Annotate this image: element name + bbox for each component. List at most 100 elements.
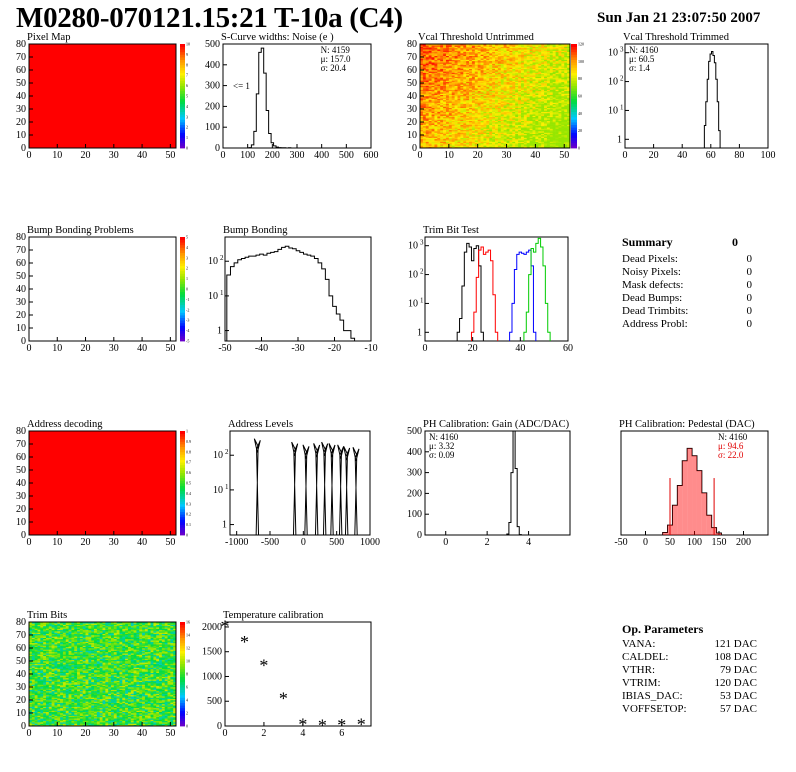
heatmap-cell <box>437 98 441 101</box>
heatmap-cell <box>466 136 470 138</box>
heatmap-cell <box>420 77 424 80</box>
heatmap-cell <box>457 62 461 64</box>
heatmap-cell <box>142 720 146 723</box>
heatmap-cell <box>448 111 453 114</box>
heatmap-cell <box>440 122 444 124</box>
heatmap-cell <box>495 129 499 132</box>
heatmap-cell <box>448 79 453 81</box>
heatmap-cell <box>437 57 441 59</box>
chart-title: Bump Bonding Problems <box>27 225 134 236</box>
heatmap-cell <box>153 720 157 723</box>
heatmap-cell <box>567 96 571 98</box>
heatmap-cell <box>497 124 502 127</box>
heatmap-cell <box>480 115 484 118</box>
heatmap-cell <box>431 99 435 102</box>
heatmap-cell <box>492 144 496 146</box>
heatmap-cell <box>451 115 455 118</box>
heatmap-cell <box>555 93 559 95</box>
heatmap-cell <box>500 118 504 120</box>
heatmap-cell <box>500 53 504 55</box>
heatmap-cell <box>549 142 553 145</box>
heatmap-cell <box>88 719 92 722</box>
heatmap-cell <box>567 122 571 124</box>
heatmap-cell <box>535 131 539 133</box>
colorbar-segment <box>571 127 577 131</box>
heatmap-cell <box>422 137 427 140</box>
heatmap-cell <box>546 105 551 107</box>
chart-title: Address decoding <box>27 419 103 430</box>
heatmap-cell <box>526 129 530 132</box>
heatmap-cell <box>555 54 559 56</box>
heatmap-cell <box>486 70 490 72</box>
heatmap-cell <box>448 141 453 144</box>
heatmap-cell <box>506 120 510 123</box>
heatmap-cell <box>451 98 455 101</box>
heatmap-cell <box>469 137 473 140</box>
heatmap-cell <box>483 85 487 88</box>
heatmap-cell <box>466 96 470 98</box>
colorbar-segment <box>180 101 185 105</box>
address-peak <box>302 444 310 536</box>
heatmap-cell <box>466 115 470 118</box>
heatmap-cell <box>558 90 562 93</box>
heatmap-cell <box>443 128 447 131</box>
heatmap-cell <box>437 135 441 137</box>
heatmap-cell <box>477 115 481 118</box>
y-tick-label: 20 <box>407 117 417 128</box>
heatmap-cell <box>437 115 441 118</box>
heatmap-cell <box>96 723 100 725</box>
heatmap-cell <box>457 60 461 63</box>
heatmap-cell <box>497 58 502 60</box>
heatmap-cell <box>546 71 551 73</box>
heatmap-cell <box>440 116 444 119</box>
heatmap-cell <box>535 88 539 90</box>
heatmap-cell <box>460 110 464 112</box>
heatmap-cell <box>434 105 438 107</box>
heatmap-cell <box>460 125 464 128</box>
heatmap-cell <box>463 92 467 94</box>
y-tick-label: 70 <box>16 439 26 450</box>
heatmap-cell <box>45 719 50 722</box>
heatmap-cell <box>526 47 530 50</box>
heatmap-cell <box>443 70 447 72</box>
heatmap-cell <box>520 80 525 82</box>
heatmap-cell <box>561 75 565 77</box>
heatmap-cell <box>538 90 542 93</box>
heatmap-cell <box>541 110 545 112</box>
heatmap-cell <box>555 109 559 111</box>
heatmap-cell <box>454 49 458 51</box>
heatmap-cell <box>480 133 484 136</box>
heatmap-cell <box>544 58 548 60</box>
heatmap-cell <box>549 83 553 85</box>
heatmap-cell <box>486 58 490 60</box>
heatmap-cell <box>564 77 568 80</box>
colorbar-segment <box>180 127 185 131</box>
heatmap-cell <box>422 110 427 112</box>
heatmap-cell <box>535 140 539 142</box>
heatmap-cell <box>561 102 565 105</box>
colorbar-segment <box>180 527 185 531</box>
heatmap-cell <box>558 73 562 76</box>
heatmap-cell <box>448 110 453 112</box>
heatmap-cell <box>440 144 444 146</box>
heatmap-cell <box>535 136 539 138</box>
heatmap-cell <box>480 68 484 71</box>
stat-line: μ: 60.5 <box>629 54 655 64</box>
heatmap-cell <box>483 135 487 137</box>
heatmap-cell <box>428 83 432 85</box>
heatmap-cell <box>431 140 435 142</box>
heatmap-cell <box>431 107 435 110</box>
heatmap-cell <box>515 116 519 119</box>
heatmap-cell <box>529 57 533 59</box>
heatmap-cell <box>518 98 522 101</box>
heatmap-cell <box>445 131 450 133</box>
heatmap-cell <box>532 136 536 138</box>
pedestal-bar <box>672 505 678 535</box>
heatmap-cell <box>538 83 542 85</box>
heatmap-cell <box>515 94 519 97</box>
heatmap-cell <box>445 70 450 72</box>
heatmap-cell <box>110 723 115 725</box>
heatmap-cell <box>535 118 539 120</box>
stat-line: μ: 94.6 <box>718 441 744 451</box>
heatmap-cell <box>77 723 81 725</box>
